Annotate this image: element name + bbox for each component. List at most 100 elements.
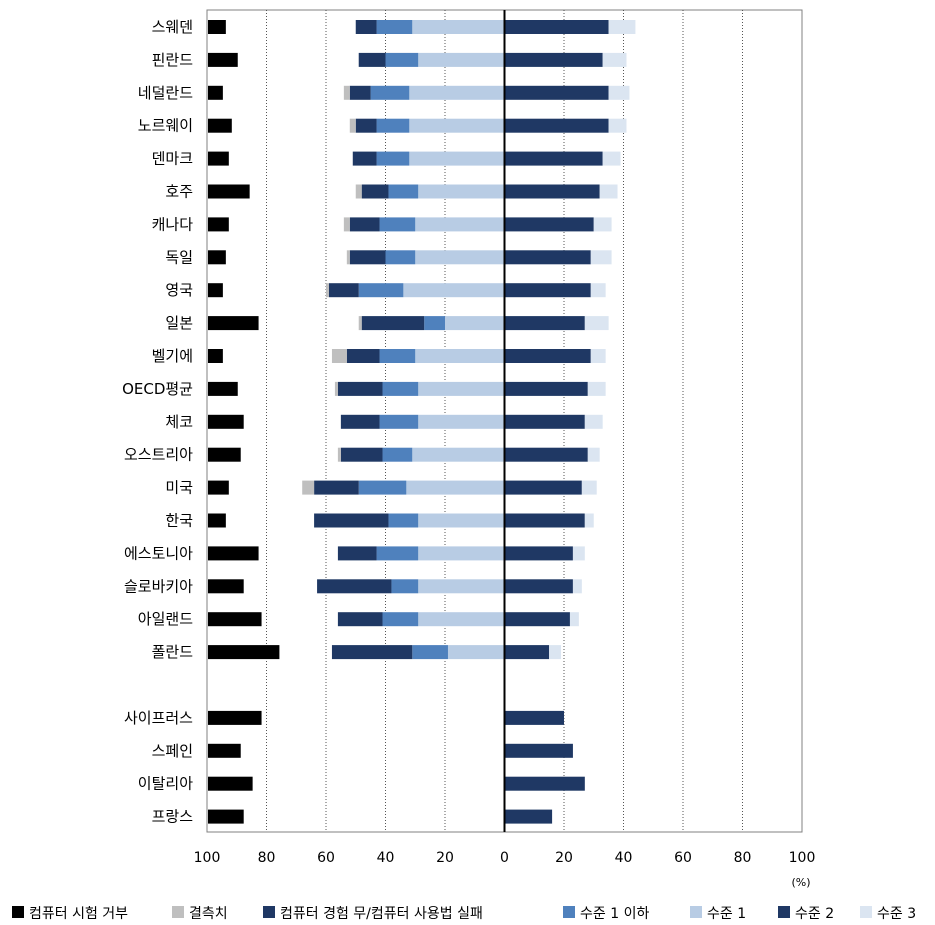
bar-수준-1-이하-에스토니아 (376, 546, 419, 561)
bar-수준-1-이하-덴마크 (376, 151, 410, 166)
country-label: 이탈리아 (138, 775, 193, 793)
bar-컴퓨터-경험-무/컴퓨터-사용법-실패-폴란드 (331, 645, 413, 660)
bar-수준-2-네덜란드 (504, 85, 609, 100)
x-tick-label: 0 (500, 850, 509, 866)
bar-수준-1-독일 (415, 250, 505, 265)
bar-컴퓨터-경험-무/컴퓨터-사용법-실패-캐나다 (349, 217, 380, 232)
legend-swatch (690, 906, 702, 918)
country-label: 덴마크 (152, 150, 193, 168)
refusal-bar-독일 (208, 250, 226, 265)
bar-컴퓨터-경험-무/컴퓨터-사용법-실패-네덜란드 (349, 85, 371, 100)
bar-수준-3-스웨덴 (608, 20, 636, 34)
bar-수준-1-이하-네덜란드 (370, 85, 410, 100)
bar-수준-3-오스트리아 (587, 447, 600, 462)
bar-결측치-오스트리아 (337, 447, 341, 462)
bar-수준-3-OECD평균 (587, 381, 606, 396)
x-tick-label: 40 (377, 850, 395, 866)
bar-결측치-네덜란드 (343, 85, 350, 100)
bar-수준-1-영국 (403, 283, 505, 298)
bar-결측치-OECD평균 (334, 381, 338, 396)
refusal-bar-영국 (208, 283, 223, 298)
refusal-bar-프랑스 (208, 809, 244, 824)
bar-수준-3-캐나다 (593, 217, 612, 232)
legend-label: 수준 1 (707, 906, 746, 922)
bar-수준-1-오스트리아 (412, 447, 505, 462)
refusal-bar-핀란드 (208, 52, 238, 67)
legend-swatch (172, 906, 184, 918)
bar-수준-1-노르웨이 (409, 118, 505, 133)
bar-수준-2-사이프러스 (504, 710, 564, 725)
x-tick-label: 80 (734, 850, 752, 866)
bar-수준-3-핀란드 (602, 52, 627, 67)
country-label: 스웨덴 (152, 18, 193, 36)
refusal-bar-슬로바키아 (208, 579, 244, 594)
bar-수준-2-한국 (504, 513, 585, 528)
bar-컴퓨터-경험-무/컴퓨터-사용법-실패-오스트리아 (340, 447, 383, 462)
bar-수준-1-이하-캐나다 (379, 217, 416, 232)
bar-수준-2-스웨덴 (504, 20, 609, 34)
bar-수준-1-네덜란드 (409, 85, 505, 100)
bar-수준-1-이하-노르웨이 (376, 118, 410, 133)
refusal-bar-아일랜드 (208, 612, 262, 627)
refusal-bar-벨기에 (208, 349, 223, 363)
refusal-bar-한국 (208, 513, 226, 528)
refusal-bar-이탈리아 (208, 776, 253, 791)
bar-수준-3-슬로바키아 (572, 579, 582, 594)
country-label: 폴란드 (152, 643, 194, 661)
bar-컴퓨터-경험-무/컴퓨터-사용법-실패-아일랜드 (337, 612, 383, 627)
bar-수준-1-이하-체코 (379, 414, 419, 429)
bar-수준-1-미국 (406, 480, 505, 495)
bar-수준-1-이하-독일 (385, 250, 416, 265)
bar-수준-1-이하-OECD평균 (382, 381, 419, 396)
country-label: 캐나다 (152, 215, 194, 233)
bar-컴퓨터-경험-무/컴퓨터-사용법-실패-노르웨이 (355, 118, 377, 133)
bar-수준-3-독일 (590, 250, 612, 265)
bar-수준-2-일본 (504, 316, 585, 331)
bar-수준-3-벨기에 (590, 349, 606, 363)
bar-수준-2-에스토니아 (504, 546, 573, 561)
bar-수준-1-덴마크 (409, 151, 505, 166)
bar-수준-3-네덜란드 (608, 85, 630, 100)
bar-수준-1-핀란드 (418, 52, 505, 67)
country-label: 한국 (165, 512, 193, 530)
bar-수준-1-호주 (418, 184, 505, 199)
refusal-bar-사이프러스 (208, 710, 262, 725)
country-label: 아일랜드 (138, 610, 193, 628)
legend-swatch (12, 906, 24, 918)
x-tick-label: 20 (555, 850, 573, 866)
bar-결측치-독일 (346, 250, 350, 265)
refusal-bar-스웨덴 (208, 20, 226, 34)
refusal-bar-일본 (208, 316, 259, 331)
bar-컴퓨터-경험-무/컴퓨터-사용법-실패-체코 (340, 414, 380, 429)
bar-결측치-벨기에 (331, 349, 347, 363)
bar-수준-1-에스토니아 (418, 546, 505, 561)
refusal-bar-체코 (208, 414, 244, 429)
x-tick-label: 100 (789, 850, 816, 866)
bar-컴퓨터-경험-무/컴퓨터-사용법-실패-슬로바키아 (317, 579, 392, 594)
bar-결측치-노르웨이 (349, 118, 356, 133)
bar-수준-3-덴마크 (602, 151, 621, 166)
x-tick-label: 60 (317, 850, 335, 866)
bar-결측치-호주 (355, 184, 362, 199)
bar-수준-3-폴란드 (549, 645, 562, 660)
bar-수준-3-체코 (584, 414, 603, 429)
bar-수준-2-미국 (504, 480, 582, 495)
country-label: 독일 (165, 248, 193, 266)
unit-label: (%) (791, 876, 810, 889)
bar-수준-1-벨기에 (415, 349, 505, 363)
legend-label: 컴퓨터 시험 거부 (29, 906, 128, 922)
bar-컴퓨터-경험-무/컴퓨터-사용법-실패-벨기에 (346, 349, 380, 363)
refusal-bar-호주 (208, 184, 250, 199)
bar-컴퓨터-경험-무/컴퓨터-사용법-실패-독일 (349, 250, 386, 265)
bar-컴퓨터-경험-무/컴퓨터-사용법-실패-미국 (314, 480, 359, 495)
bar-컴퓨터-경험-무/컴퓨터-사용법-실패-스웨덴 (355, 20, 377, 34)
country-label: 슬로바키아 (124, 577, 193, 595)
bar-컴퓨터-경험-무/컴퓨터-사용법-실패-한국 (314, 513, 389, 528)
bar-수준-1-체코 (418, 414, 505, 429)
bar-수준-2-덴마크 (504, 151, 603, 166)
bar-수준-3-일본 (584, 316, 609, 331)
bar-수준-2-캐나다 (504, 217, 594, 232)
bar-수준-2-핀란드 (504, 52, 603, 67)
bar-수준-3-호주 (599, 184, 618, 199)
